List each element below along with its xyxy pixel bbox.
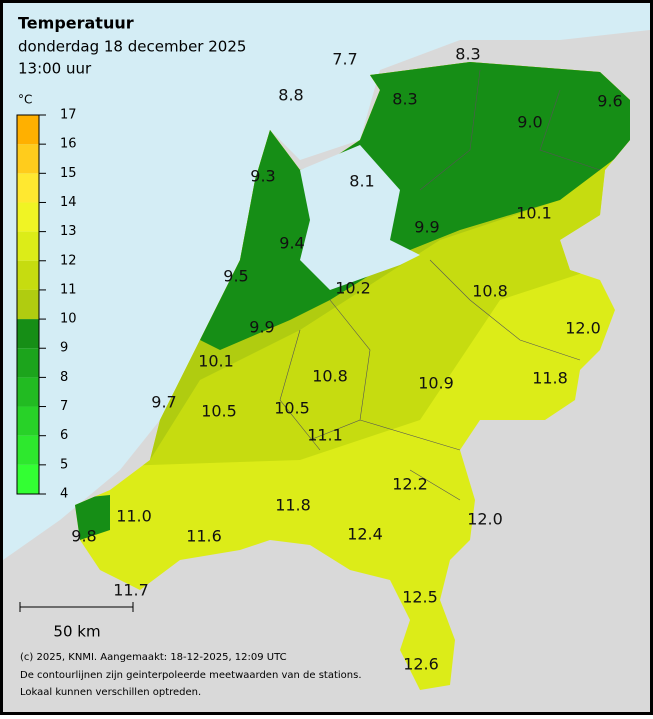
station-value: 10.1 <box>198 352 234 371</box>
footer-line: (c) 2025, KNMI. Aangemaakt: 18-12-2025, … <box>20 652 287 663</box>
station-value: 8.3 <box>392 90 417 109</box>
station-value: 9.7 <box>151 393 176 412</box>
legend-band <box>17 406 39 436</box>
station-value: 8.8 <box>278 86 303 105</box>
station-value: 9.8 <box>71 527 96 546</box>
station-value: 10.1 <box>516 204 552 223</box>
station-value: 12.5 <box>402 588 438 607</box>
legend-tick-label: 9 <box>60 341 68 356</box>
time: 13:00 uur <box>18 60 92 78</box>
zone <box>75 495 110 540</box>
station-value: 10.8 <box>312 367 348 386</box>
legend-band <box>17 115 39 145</box>
station-value: 10.2 <box>335 279 371 298</box>
legend-band <box>17 144 39 174</box>
legend-tick-label: 10 <box>60 312 77 327</box>
legend-band <box>17 173 39 203</box>
title: Temperatuur <box>18 14 134 33</box>
footer-line: De contourlijnen zijn geinterpoleerde me… <box>20 670 362 681</box>
station-value: 10.9 <box>418 374 454 393</box>
legend-tick-label: 14 <box>60 195 77 210</box>
station-value: 10.5 <box>201 402 237 421</box>
station-value: 8.1 <box>349 172 374 191</box>
legend: 4 5 6 7 8 9 10 11 12 13 14 15 16 17 <box>16 108 77 502</box>
station-value: 11.0 <box>116 507 152 526</box>
station-value: 11.1 <box>307 426 343 445</box>
legend-tick-label: 4 <box>60 487 68 502</box>
legend-band <box>17 319 39 349</box>
province-borders <box>279 69 601 501</box>
footer-line: Lokaal kunnen verschillen optreden. <box>20 687 201 698</box>
legend-tick-label: 7 <box>60 399 68 414</box>
station-value: 11.6 <box>186 527 222 546</box>
legend-tick-label: 11 <box>60 282 77 297</box>
station-value: 9.6 <box>597 92 622 111</box>
legend-tick-label: 5 <box>60 457 68 472</box>
stations: 7.7 8.3 8.8 8.3 9.6 9.0 9.3 8.1 9.9 10.1 9.4 9.5 10.… <box>71 45 622 674</box>
legend-tick-label: 12 <box>60 253 77 268</box>
station-value: 12.4 <box>347 525 383 544</box>
subtitle: donderdag 18 december 2025 <box>18 38 246 56</box>
station-value: 12.6 <box>403 655 439 674</box>
legend-band <box>17 289 39 320</box>
station-value: 12.0 <box>467 510 503 529</box>
station-value: 10.8 <box>472 282 508 301</box>
station-value: 7.7 <box>332 50 357 69</box>
station-value: 9.4 <box>279 234 304 253</box>
legend-band <box>17 377 39 407</box>
legend-tick-label: 17 <box>60 108 77 123</box>
station-value: 11.8 <box>275 496 311 515</box>
station-value: 12.2 <box>392 475 428 494</box>
legend-band <box>17 260 39 290</box>
legend-border <box>16 114 40 495</box>
station-value: 8.3 <box>455 45 480 64</box>
legend-band <box>17 202 39 232</box>
station-value: 9.9 <box>249 318 274 337</box>
legend-band <box>17 348 39 378</box>
ijsselmeer <box>300 145 420 290</box>
sea <box>3 3 650 560</box>
legend-tick-label: 15 <box>60 166 77 181</box>
station-value: 11.7 <box>113 581 149 600</box>
station-value: 9.3 <box>250 167 275 186</box>
scale-label: 50 km <box>53 623 100 641</box>
station-value: 9.5 <box>223 267 248 286</box>
legend-band <box>17 464 39 494</box>
station-value: 12.0 <box>565 319 601 338</box>
legend-tick-label: 6 <box>60 428 68 443</box>
station-value: 9.9 <box>414 218 439 237</box>
legend-unit: °C <box>18 93 32 107</box>
station-value: 10.5 <box>274 399 310 418</box>
legend-band <box>17 231 39 261</box>
legend-tick-label: 16 <box>60 137 77 152</box>
legend-tick-label: 13 <box>60 224 77 239</box>
station-value: 9.0 <box>517 113 542 132</box>
legend-tick-label: 8 <box>60 370 68 385</box>
legend-band <box>17 435 39 465</box>
station-value: 11.8 <box>532 369 568 388</box>
